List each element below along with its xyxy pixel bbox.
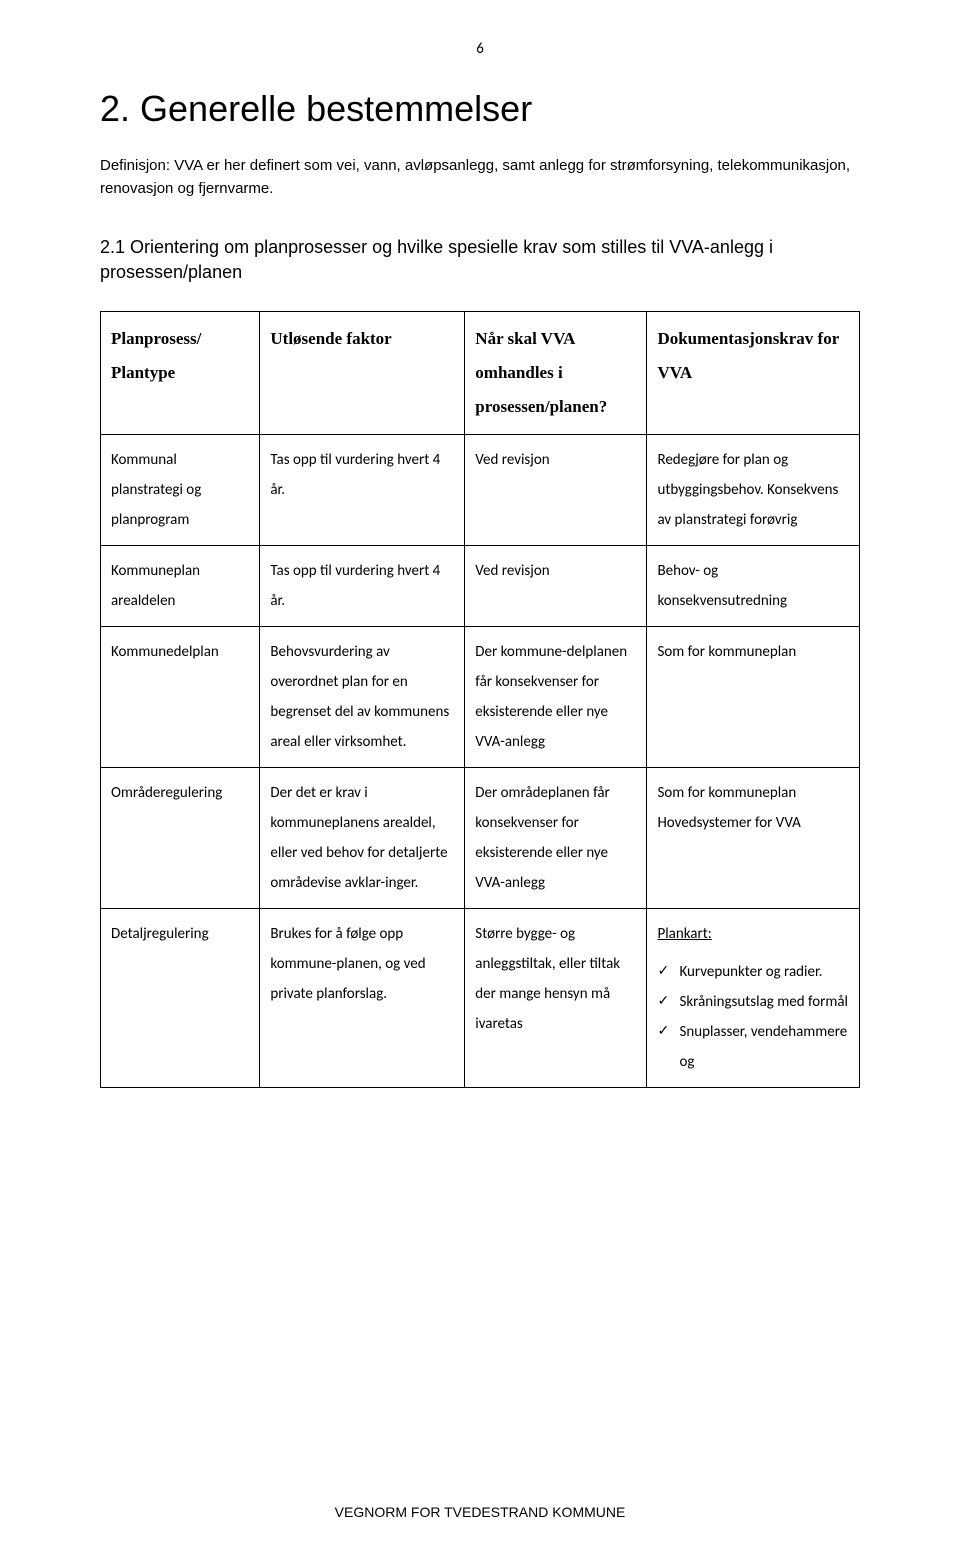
table-header-row: Planprosess/ Plantype Utløsende faktor N… xyxy=(101,311,860,434)
table-row: Områderegulering Der det er krav i kommu… xyxy=(101,767,860,908)
cell-faktor: Behovsvurdering av overordnet plan for e… xyxy=(260,626,465,767)
header-text: Dokumentasjonskrav for xyxy=(657,322,849,356)
cell-naar: Ved revisjon xyxy=(465,545,647,626)
plankart-checklist: Kurvepunkter og radier. Skråningsutslag … xyxy=(657,957,849,1077)
cell-plantype: Områderegulering xyxy=(101,767,260,908)
cell-plantype: Detaljregulering xyxy=(101,908,260,1087)
header-text: prosessen/planen? xyxy=(475,390,636,424)
header-text: Planprosess/ xyxy=(111,322,249,356)
cell-line: Hovedsystemer for VVA xyxy=(657,808,849,838)
document-page: 6 2. Generelle bestemmelser Definisjon: … xyxy=(0,0,960,1550)
cell-dokumentasjon: Som for kommuneplan xyxy=(647,626,860,767)
cell-plantype: Kommunal planstrategi og planprogram xyxy=(101,434,260,545)
header-faktor: Utløsende faktor xyxy=(260,311,465,434)
table-row: Kommuneplan arealdelen Tas opp til vurde… xyxy=(101,545,860,626)
plankart-title: Plankart: xyxy=(657,925,711,943)
table-row: Kommunedelplan Behovsvurdering av overor… xyxy=(101,626,860,767)
checklist-item: Kurvepunkter og radier. xyxy=(657,957,849,987)
cell-faktor: Brukes for å følge opp kommune-planen, o… xyxy=(260,908,465,1087)
header-text: Plantype xyxy=(111,356,249,390)
subsection-heading: 2.1 Orientering om planprosesser og hvil… xyxy=(100,235,860,285)
header-text: Når skal VVA xyxy=(475,322,636,356)
table-row: Kommunal planstrategi og planprogram Tas… xyxy=(101,434,860,545)
header-text: Utløsende faktor xyxy=(270,329,391,348)
header-plantype: Planprosess/ Plantype xyxy=(101,311,260,434)
cell-naar: Ved revisjon xyxy=(465,434,647,545)
cell-dokumentasjon: Som for kommuneplan Hovedsystemer for VV… xyxy=(647,767,860,908)
header-dokumentasjon: Dokumentasjonskrav for VVA xyxy=(647,311,860,434)
cell-naar: Større bygge- og anleggstiltak, eller ti… xyxy=(465,908,647,1087)
cell-dokumentasjon: Redegjøre for plan og utbyggingsbehov. K… xyxy=(647,434,860,545)
header-text: VVA xyxy=(657,356,849,390)
checklist-item: Snuplasser, vendehammere og xyxy=(657,1017,849,1077)
requirements-table: Planprosess/ Plantype Utløsende faktor N… xyxy=(100,311,860,1088)
cell-faktor: Tas opp til vurdering hvert 4 år. xyxy=(260,434,465,545)
definition-paragraph: Definisjon: VVA er her definert som vei,… xyxy=(100,154,860,201)
cell-naar: Der områdeplanen får konsekvenser for ek… xyxy=(465,767,647,908)
header-naar: Når skal VVA omhandles i prosessen/plane… xyxy=(465,311,647,434)
page-number: 6 xyxy=(100,40,860,58)
cell-plantype: Kommunedelplan xyxy=(101,626,260,767)
section-heading: 2. Generelle bestemmelser xyxy=(100,88,860,130)
page-footer: VEGNORM FOR TVEDESTRAND KOMMUNE xyxy=(0,1504,960,1520)
cell-plantype: Kommuneplan arealdelen xyxy=(101,545,260,626)
cell-naar: Der kommune-delplanen får konsekvenser f… xyxy=(465,626,647,767)
cell-dokumentasjon: Plankart: Kurvepunkter og radier. Skråni… xyxy=(647,908,860,1087)
header-text: omhandles i xyxy=(475,356,636,390)
cell-faktor: Tas opp til vurdering hvert 4 år. xyxy=(260,545,465,626)
checklist-item: Skråningsutslag med formål xyxy=(657,987,849,1017)
cell-faktor: Der det er krav i kommuneplanens arealde… xyxy=(260,767,465,908)
cell-line: Som for kommuneplan xyxy=(657,778,849,808)
cell-dokumentasjon: Behov- og konsekvensutredning xyxy=(647,545,860,626)
table-row: Detaljregulering Brukes for å følge opp … xyxy=(101,908,860,1087)
